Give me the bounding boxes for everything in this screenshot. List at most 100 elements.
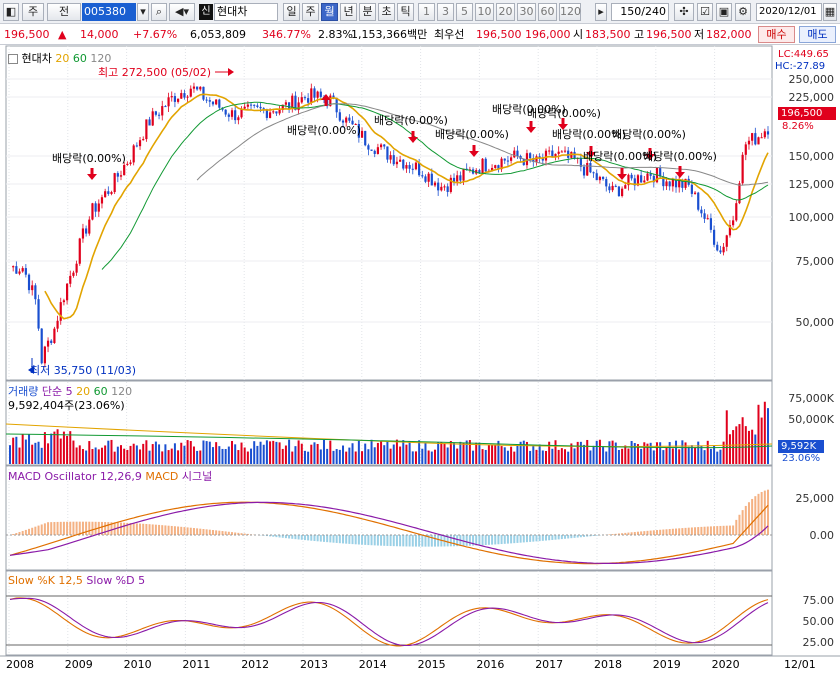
volume-bar <box>643 442 646 464</box>
candle-body <box>624 185 627 189</box>
candle-body <box>662 176 665 187</box>
period-minute[interactable]: 분 <box>359 3 376 21</box>
change-value: 14,000 <box>80 28 119 41</box>
search-icon[interactable]: ⌕ <box>151 3 167 21</box>
macd-osc-bar <box>12 534 15 535</box>
macd-osc-bar <box>716 526 719 535</box>
volume-bar <box>167 450 170 464</box>
macd-osc-bar <box>576 535 579 538</box>
macd-osc-bar <box>91 521 94 535</box>
x-axis-year: 2016 <box>476 658 505 671</box>
buy-button[interactable]: 매수 <box>758 26 795 43</box>
macd-osc-bar <box>747 502 750 535</box>
macd-osc-bar <box>192 528 195 535</box>
candle-body <box>598 176 602 181</box>
num-10[interactable]: 10 <box>475 3 494 21</box>
candle-body <box>167 97 170 107</box>
period-second[interactable]: 초 <box>378 3 395 21</box>
candle-body <box>525 153 529 166</box>
volume-bar <box>611 440 614 464</box>
dividend-label: 배당락(0.00%) <box>552 128 626 141</box>
candle-body <box>56 320 59 329</box>
slow-d-label: Slow %D 5 <box>86 574 146 587</box>
volume-bar <box>557 449 560 464</box>
volume-bar <box>123 448 126 464</box>
period-tick[interactable]: 틱 <box>397 3 414 21</box>
candle-body <box>341 120 345 123</box>
macd-osc-bar <box>503 535 506 544</box>
stock-name-field[interactable]: 현대차 <box>214 3 278 21</box>
volume-bar <box>662 450 665 464</box>
candle-body <box>411 168 414 170</box>
exchange-select[interactable]: 전 <box>47 3 81 21</box>
volume-bar <box>608 441 611 464</box>
volume-bar <box>564 449 567 464</box>
macd-osc-bar <box>75 521 78 535</box>
volume-bar <box>240 442 243 464</box>
date-field[interactable]: 2020/12/01 <box>756 3 822 21</box>
macd-pane-title: MACD Oscillator 12,26,9 MACD 시그널 <box>8 468 212 484</box>
chevron-down-icon[interactable]: ▾ <box>137 3 149 21</box>
low-price: 182,000 <box>706 28 752 41</box>
period-day[interactable]: 일 <box>283 3 300 21</box>
save-icon[interactable]: ▣ <box>716 3 732 21</box>
best-ask: 196,000 <box>525 28 571 41</box>
volume-bar <box>170 448 173 464</box>
calendar-icon[interactable]: ▦ <box>823 3 837 21</box>
chevron-right-icon[interactable]: ▸ <box>595 3 607 21</box>
candle-body <box>408 165 411 169</box>
volume-bar <box>697 441 700 464</box>
macd-osc-bar <box>678 528 681 535</box>
num-120[interactable]: 120 <box>559 3 581 21</box>
candle-body <box>303 97 307 99</box>
macd-osc-bar <box>713 526 716 535</box>
macd-osc-bar <box>433 535 436 547</box>
num-1[interactable]: 1 <box>418 3 435 21</box>
volume-bar <box>757 404 760 464</box>
sell-button[interactable]: 매도 <box>799 26 836 43</box>
num-20[interactable]: 20 <box>496 3 515 21</box>
macd-osc-bar <box>646 530 649 535</box>
checkbox-icon[interactable]: ☑ <box>697 3 713 21</box>
period-year[interactable]: 년 <box>340 3 357 21</box>
market-select[interactable]: 주 <box>22 3 44 21</box>
volume-bar <box>475 442 478 464</box>
crosshair-icon[interactable]: ✣ <box>674 3 694 21</box>
gear-icon[interactable]: ⚙ <box>735 3 751 21</box>
quote-bar: 196,500 ▲ 14,000 +7.67% 6,053,809 346.77… <box>0 25 840 45</box>
macd-osc-bar <box>541 535 544 541</box>
num-30[interactable]: 30 <box>517 3 536 21</box>
candle-body <box>224 109 227 115</box>
candle-body <box>414 162 418 170</box>
hc-label: HC:-27.89 <box>775 61 826 72</box>
stock-code-input[interactable]: 005380 <box>82 3 136 21</box>
candle-body <box>129 162 132 164</box>
period-week[interactable]: 주 <box>302 3 319 21</box>
period-month[interactable]: 월 <box>321 3 338 21</box>
layout-icon[interactable]: ◧ <box>3 3 19 21</box>
candle-body <box>116 173 119 177</box>
pane-toggle-icon[interactable] <box>8 54 18 64</box>
macd-osc-bar <box>53 522 56 535</box>
ma120-line <box>196 103 769 186</box>
macd-osc-bar <box>430 535 433 547</box>
macd-osc-bar <box>211 530 214 535</box>
num-3[interactable]: 3 <box>437 3 454 21</box>
volume-bar <box>202 440 205 464</box>
volume-bar <box>215 442 218 464</box>
num-5[interactable]: 5 <box>456 3 473 21</box>
count-field[interactable]: 150/240 <box>611 3 669 21</box>
speaker-icon[interactable]: ◀▾ <box>169 3 195 21</box>
macd-osc-bar <box>484 535 487 545</box>
volume-bar <box>173 443 176 464</box>
macd-osc-bar <box>208 529 211 535</box>
candle-body <box>589 162 592 173</box>
num-60[interactable]: 60 <box>538 3 557 21</box>
ma120-label: 120 <box>90 52 112 65</box>
macd-osc-bar <box>205 529 208 535</box>
volume-bar <box>408 441 411 464</box>
macd-osc-bar <box>516 535 519 543</box>
macd-osc-bar <box>472 535 475 546</box>
candle-body <box>199 86 202 90</box>
